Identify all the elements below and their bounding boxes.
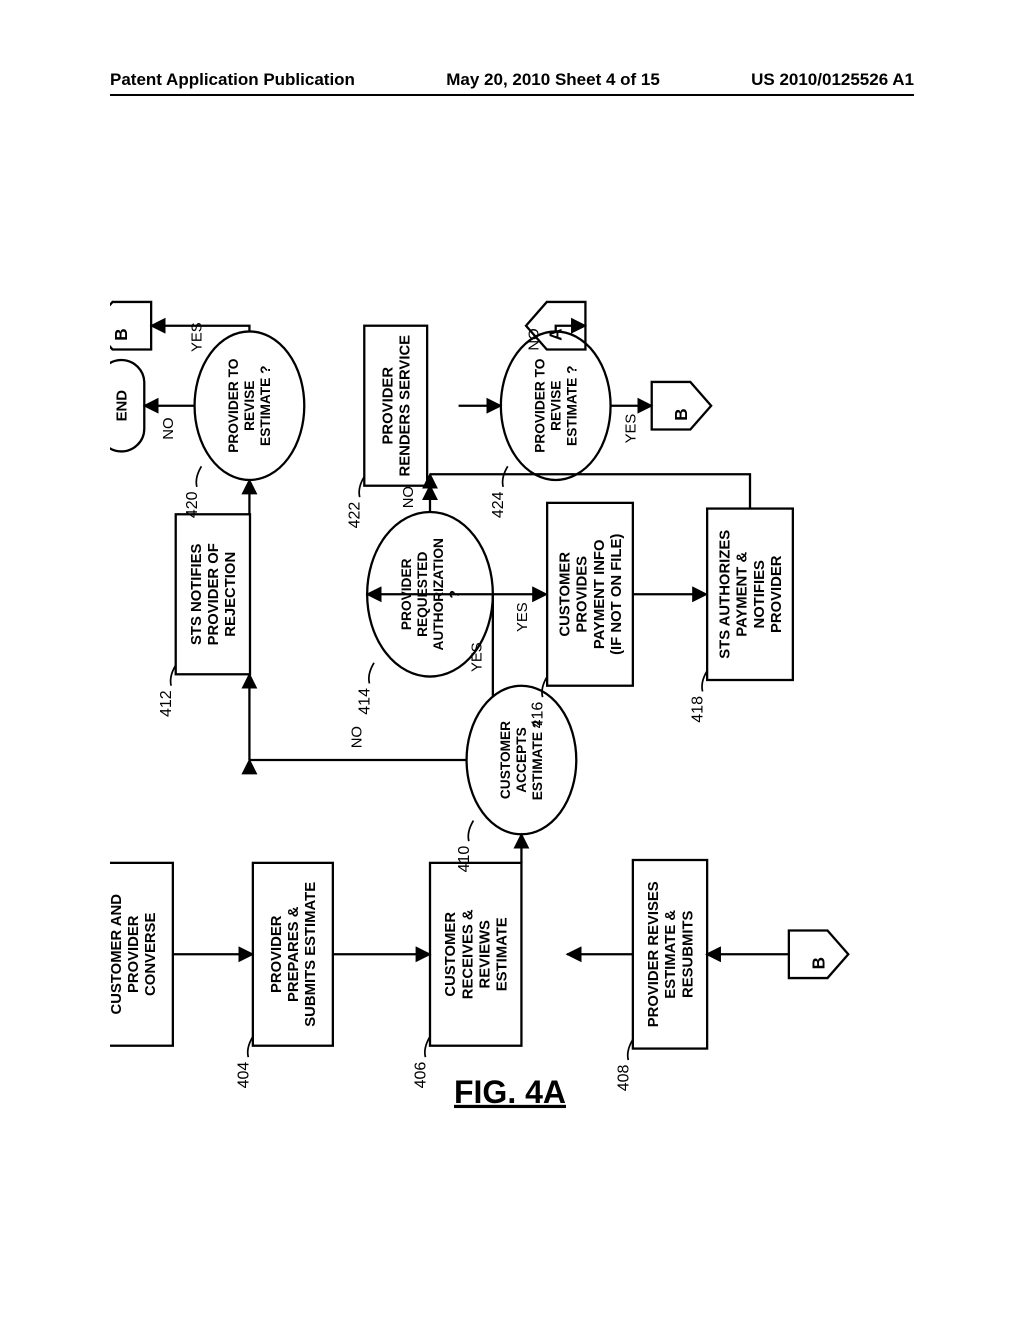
svg-text:B: B — [671, 408, 691, 420]
svg-text:END: END — [115, 390, 131, 422]
svg-text:RENDERS SERVICE: RENDERS SERVICE — [397, 335, 413, 477]
svg-text:YES: YES — [624, 414, 640, 444]
svg-text:CUSTOMER: CUSTOMER — [498, 721, 513, 799]
svg-text:408: 408 — [615, 1064, 632, 1091]
svg-text:420: 420 — [184, 491, 201, 518]
svg-text:ESTIMATE ?: ESTIMATE ? — [565, 365, 580, 445]
svg-text:(IF NOT ON FILE): (IF NOT ON FILE) — [609, 534, 625, 655]
svg-text:NO: NO — [349, 726, 365, 748]
svg-text:PAYMENT &: PAYMENT & — [735, 552, 751, 637]
svg-text:REQUESTED: REQUESTED — [415, 552, 430, 637]
header-center: May 20, 2010 Sheet 4 of 15 — [446, 70, 660, 90]
svg-text:PROVIDER: PROVIDER — [399, 558, 414, 630]
svg-text:RESUBMITS: RESUBMITS — [680, 910, 696, 998]
svg-text:406: 406 — [412, 1062, 429, 1089]
svg-text:PREPARES &: PREPARES & — [286, 906, 302, 1002]
svg-text:REJECTION: REJECTION — [223, 552, 239, 637]
svg-text:414: 414 — [356, 688, 373, 715]
svg-text:STS AUTHORIZES: STS AUTHORIZES — [717, 530, 733, 659]
svg-text:418: 418 — [690, 696, 707, 723]
svg-text:SUBMITS ESTIMATE: SUBMITS ESTIMATE — [303, 882, 319, 1027]
svg-text:A: A — [545, 328, 565, 340]
svg-text:CUSTOMER: CUSTOMER — [557, 552, 573, 637]
page: Patent Application Publication May 20, 2… — [0, 0, 1024, 1320]
svg-text:CUSTOMER: CUSTOMER — [443, 912, 459, 997]
svg-text:412: 412 — [158, 690, 175, 717]
svg-text:PROVIDER: PROVIDER — [380, 367, 396, 445]
svg-text:YES: YES — [515, 602, 531, 632]
svg-text:PROVIDER OF: PROVIDER OF — [206, 543, 222, 645]
svg-text:PROVIDER: PROVIDER — [126, 915, 142, 993]
svg-text:?: ? — [447, 590, 462, 598]
svg-text:ACCEPTS: ACCEPTS — [514, 727, 529, 792]
flowchart-diagram: YESNONOYESNOYESYESNOCUSTOMER ANDPROVIDER… — [110, 140, 910, 1220]
svg-text:ESTIMATE: ESTIMATE — [495, 917, 511, 991]
svg-text:REVIEWS: REVIEWS — [477, 920, 493, 989]
svg-text:B: B — [808, 957, 828, 969]
figure-label: FIG. 4A — [454, 1074, 566, 1110]
svg-text:PROVIDER: PROVIDER — [269, 915, 285, 993]
svg-text:422: 422 — [347, 502, 364, 529]
svg-text:B: B — [111, 328, 131, 340]
header-left: Patent Application Publication — [110, 70, 355, 90]
svg-text:REVISE: REVISE — [242, 381, 257, 431]
svg-text:404: 404 — [235, 1062, 252, 1089]
svg-text:RECEIVES &: RECEIVES & — [460, 909, 476, 999]
svg-text:NOTIFIES: NOTIFIES — [752, 560, 768, 629]
svg-text:AUTHORIZATION: AUTHORIZATION — [431, 538, 446, 650]
svg-text:PROVIDER TO: PROVIDER TO — [533, 358, 548, 453]
svg-text:NO: NO — [161, 417, 177, 439]
svg-text:PAYMENT INFO: PAYMENT INFO — [592, 539, 608, 649]
svg-text:ESTIMATE &: ESTIMATE & — [663, 910, 679, 999]
flowchart-svg: YESNONOYESNOYESYESNOCUSTOMER ANDPROVIDER… — [110, 140, 910, 1220]
svg-text:YES: YES — [189, 322, 205, 352]
svg-text:REVISE: REVISE — [549, 381, 564, 431]
svg-text:416: 416 — [530, 702, 547, 729]
svg-text:410: 410 — [456, 846, 473, 873]
svg-text:NO: NO — [401, 486, 417, 508]
header-right: US 2010/0125526 A1 — [751, 70, 914, 90]
svg-text:ESTIMATE ?: ESTIMATE ? — [530, 720, 545, 800]
svg-text:ESTIMATE ?: ESTIMATE ? — [258, 365, 273, 445]
svg-text:STS NOTIFIES: STS NOTIFIES — [189, 543, 205, 645]
svg-text:PROVIDER: PROVIDER — [769, 555, 785, 633]
svg-text:CUSTOMER AND: CUSTOMER AND — [110, 894, 125, 1015]
svg-text:424: 424 — [490, 491, 507, 518]
page-header: Patent Application Publication May 20, 2… — [110, 70, 914, 96]
svg-text:PROVIDES: PROVIDES — [575, 556, 591, 633]
svg-text:PROVIDER REVISES: PROVIDER REVISES — [646, 881, 662, 1027]
svg-text:PROVIDER TO: PROVIDER TO — [226, 358, 241, 453]
svg-text:CONVERSE: CONVERSE — [143, 913, 159, 996]
